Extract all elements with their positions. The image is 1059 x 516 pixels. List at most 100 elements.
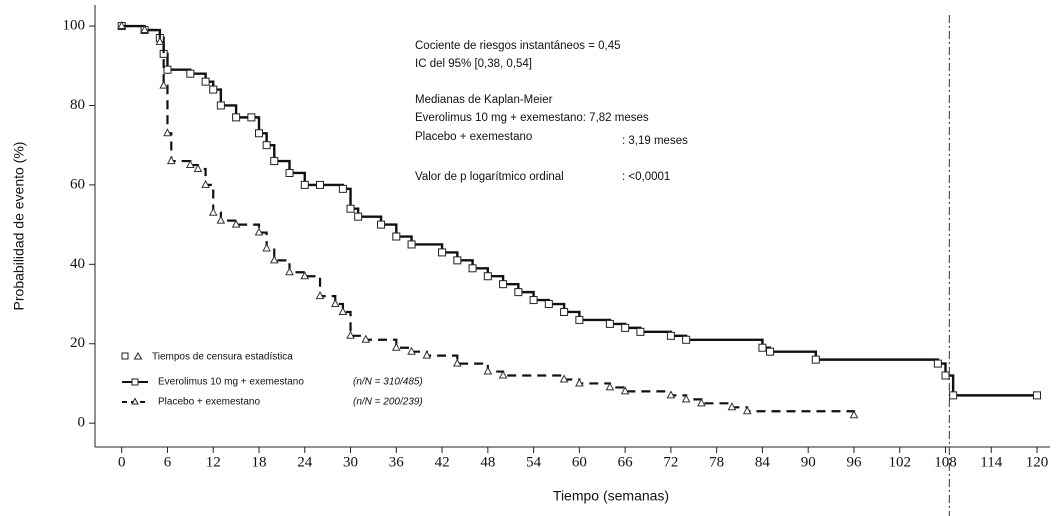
censor-mark (269, 255, 279, 264)
x-tick-label: 6 (164, 454, 172, 470)
x-tick-label: 114 (980, 454, 1002, 470)
censor-mark (498, 370, 508, 379)
x-tick-label: 120 (1026, 454, 1049, 470)
x-tick-label: 48 (480, 454, 495, 470)
censor-mark (483, 366, 493, 375)
x-tick-label: 96 (846, 454, 862, 470)
censor-mark (117, 20, 127, 30)
censor-mark (346, 330, 355, 339)
legend-symbol (121, 352, 129, 360)
y-tick-label: 0 (78, 415, 86, 431)
censor-mark (361, 334, 371, 343)
x-tick-label: 60 (572, 454, 587, 470)
censor-mark (155, 36, 165, 45)
censor-mark (330, 298, 340, 308)
censor-mark (315, 291, 325, 300)
censor-mark (559, 374, 569, 383)
annotation: Medianas de Kaplan-Meier (415, 94, 553, 106)
censor-mark (605, 319, 614, 328)
annotation: Valor de p logarítmico ordinal (415, 171, 564, 183)
censor-mark (742, 406, 752, 415)
legend-symbol (131, 397, 139, 405)
censor-mark (666, 390, 676, 399)
censor-mark (254, 227, 264, 236)
censor-mark (300, 180, 309, 189)
x-tick-label: 30 (343, 454, 358, 470)
annotation: Everolimus 10 mg + exemestano: 7,82 mese… (415, 112, 649, 124)
censor-mark (163, 128, 172, 137)
legend-label: Everolimus 10 mg + exemestano (158, 377, 304, 388)
x-tick-label: 42 (435, 454, 450, 470)
censor-mark (159, 80, 168, 89)
censor-mark (216, 215, 226, 224)
censor-mark (300, 271, 310, 280)
censor-mark (575, 378, 584, 387)
censor-mark (407, 240, 416, 249)
censor-mark (201, 179, 210, 188)
censor-mark (422, 350, 432, 359)
censor-mark (201, 77, 210, 86)
y-tick-label: 60 (70, 176, 85, 192)
censor-mark (620, 386, 630, 395)
x-tick-label: 108 (934, 454, 957, 470)
censor-mark (346, 204, 355, 213)
censor-mark (208, 207, 218, 216)
censor-mark (247, 113, 256, 122)
censor-mark (262, 243, 271, 252)
censor-mark (1033, 391, 1042, 400)
censor-mark (438, 248, 447, 257)
censor-mark (140, 24, 149, 34)
censor-mark (811, 355, 820, 364)
annotation: : 3,19 meses (622, 135, 688, 147)
x-tick-label: 102 (888, 454, 911, 470)
x-tick-label: 72 (663, 454, 678, 470)
x-tick-label: 90 (801, 454, 816, 470)
censor-mark (727, 402, 737, 411)
censor-mark (231, 219, 241, 228)
censor-mark (285, 267, 294, 276)
censor-mark (453, 256, 462, 265)
censor-mark (186, 159, 195, 169)
censor-mark (544, 300, 553, 309)
censor-mark (468, 264, 477, 273)
legend-label: Placebo + exemestano (158, 397, 260, 408)
censor-mark (499, 280, 508, 289)
y-axis-label: Probabilidad de evento (%) (11, 142, 27, 311)
censor-mark (621, 323, 630, 332)
annotation: Cociente de riesgos instantáneos = 0,45 (415, 40, 621, 52)
censor-mark (216, 101, 225, 110)
km-curve (121, 24, 1038, 397)
censor-mark (514, 288, 523, 297)
annotation: IC del 95% [0,38, 0,54] (415, 58, 532, 70)
x-tick-label: 54 (526, 454, 542, 470)
censor-mark (262, 141, 271, 150)
censor-mark (681, 394, 691, 403)
censor-mark (354, 212, 363, 221)
censor-mark (452, 358, 462, 367)
censor-mark (529, 296, 538, 305)
censor-mark (575, 315, 584, 324)
x-tick-label: 66 (618, 454, 634, 470)
censor-mark (941, 371, 950, 380)
legend-count: (n/N = 200/239) (353, 397, 423, 408)
censor-mark (766, 347, 775, 356)
x-tick-label: 12 (206, 454, 221, 470)
legend-symbol (131, 378, 139, 386)
censor-mark (285, 168, 294, 177)
censor-mark (666, 331, 675, 340)
y-tick-label: 20 (70, 335, 85, 351)
censor-mark (949, 391, 958, 400)
annotation: Placebo + exemestano (415, 131, 532, 143)
censor-mark (232, 113, 241, 122)
x-axis-label: Tiempo (semanas) (553, 488, 669, 504)
censor-mark (391, 342, 401, 351)
x-tick-label: 36 (389, 454, 405, 470)
censor-mark (697, 398, 706, 407)
censor-mark (682, 335, 691, 344)
annotation: : <0,0001 (622, 171, 670, 183)
x-tick-label: 0 (118, 454, 126, 470)
legend-symbol (133, 352, 143, 360)
x-tick-label: 18 (251, 454, 266, 470)
legend-label: Tiempos de censura estadística (152, 352, 293, 363)
